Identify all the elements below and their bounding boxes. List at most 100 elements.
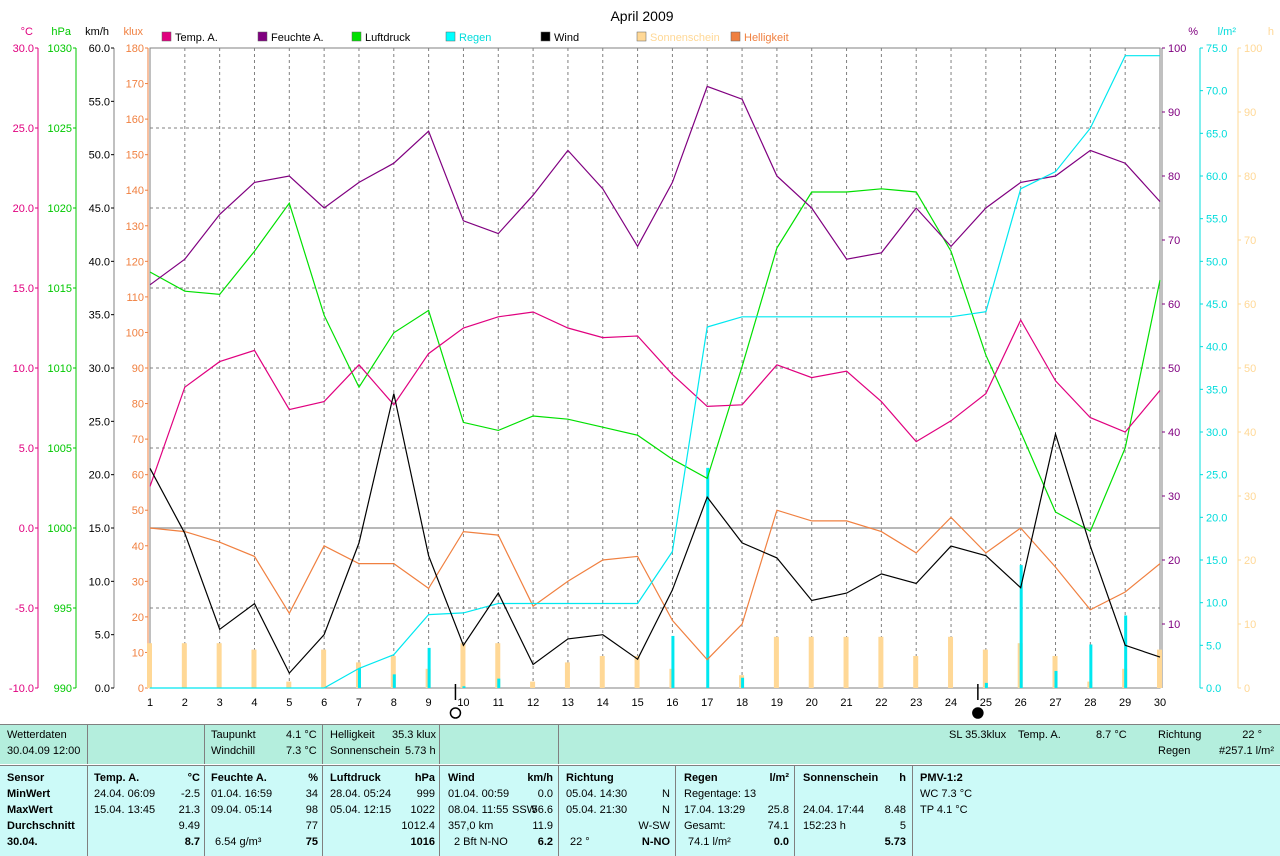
x-tick-label: 21 xyxy=(840,697,852,709)
wind-unit: km/h xyxy=(527,772,553,784)
full-moon-icon xyxy=(449,707,462,719)
sonne-max-time: 24.04. 17:44 xyxy=(803,804,865,816)
regen-unit: l/m² xyxy=(769,772,789,784)
chart-title: April 2009 xyxy=(610,8,673,24)
feuchte-unit: % xyxy=(308,772,318,784)
rain-bar xyxy=(497,678,501,688)
left-axis-tick-label: 160 xyxy=(126,114,144,126)
rain-bar xyxy=(1089,644,1093,688)
feuchte-min-value: 34 xyxy=(305,788,318,800)
temp-max-time: 15.04. 13:45 xyxy=(94,804,156,816)
left-axis-tick-label: 70 xyxy=(132,434,144,446)
sonne-unit: h xyxy=(899,772,906,784)
left-axis-tick-label: 120 xyxy=(126,256,144,268)
rain-bar xyxy=(671,635,675,688)
chart-grid xyxy=(149,47,1161,689)
sonne-head: Sonnenschein xyxy=(803,772,879,784)
sunshine-bar xyxy=(390,656,396,688)
left-axis-tick-label: 0 xyxy=(138,683,144,695)
right-axis-tick-label: 60 xyxy=(1168,299,1180,311)
left-axis-tick-label: 130 xyxy=(126,221,144,233)
luftdruck-unit: hPa xyxy=(414,772,435,784)
right-axis-tick-label: 10 xyxy=(1168,619,1180,631)
x-tick-label: 3 xyxy=(217,697,223,709)
left-axis-tick-label: 990 xyxy=(54,683,72,695)
helligkeit-value: 35.3 klux xyxy=(392,729,437,741)
left-axis-tick-label: 150 xyxy=(126,150,144,162)
left-axis-tick-label: 50 xyxy=(132,505,144,517)
regen-max-value: 25.8 xyxy=(767,804,789,816)
feuchte-min-time: 01.04. 16:59 xyxy=(211,788,273,800)
series-line-regen xyxy=(150,55,1160,689)
series-line-helligkeit xyxy=(149,509,1161,661)
right-axis-tick-label: 50 xyxy=(1244,363,1256,375)
right-axis-tick-label: 15.0 xyxy=(1206,555,1227,567)
left-axis-tick-label: 5.0 xyxy=(19,443,34,455)
sonnenschein-label: Sonnenschein xyxy=(330,745,400,757)
sunshine-bar xyxy=(843,636,849,688)
taupunkt-label: Taupunkt xyxy=(211,729,256,741)
wind-avg: 11.9 xyxy=(532,820,553,832)
left-axis-tick-label: 30.0 xyxy=(13,43,34,55)
sunshine-bar xyxy=(599,656,605,688)
right-axis-tick-label: 30 xyxy=(1168,491,1180,503)
left-axis-tick-label: 35.0 xyxy=(89,310,110,322)
sunshine-bar xyxy=(147,643,152,688)
legend-label: Luftdruck xyxy=(365,32,411,44)
x-axis: 1 2 3 4 5 6 7 8 9 10 11 12 13 14 15 16 17 18 19 20 21 22 23 24 2… xyxy=(147,697,1166,709)
right-axis-tick-label: 40.0 xyxy=(1206,342,1227,354)
axis-unit-label: °C xyxy=(21,26,33,38)
right-axis-tick-label: 30 xyxy=(1244,491,1256,503)
right-axis-tick-label: 90 xyxy=(1244,107,1256,119)
right-axis-tick-label: 0 xyxy=(1244,683,1250,695)
feuchte-max-time: 09.04. 05:14 xyxy=(211,804,273,816)
richtung-value: 22 ° xyxy=(1242,729,1262,741)
left-axis-tick-label: 15.0 xyxy=(89,523,110,535)
left-axis-tick-label: -10.0 xyxy=(9,683,34,695)
luftdruck-min-time: 28.04. 05:24 xyxy=(330,788,392,800)
right-axis-tick-label: 80 xyxy=(1244,171,1256,183)
temp-max-value: 21.3 xyxy=(178,804,200,816)
rain-bar xyxy=(1054,670,1058,688)
left-axis-tick-label: 0.0 xyxy=(19,523,34,535)
right-axis-tick-label: 10.0 xyxy=(1206,598,1227,610)
regen-rain-days: Regentage: 13 xyxy=(684,788,757,800)
left-axis-tick-label: 60.0 xyxy=(89,43,110,55)
temp-min-value: -2.5 xyxy=(181,788,200,800)
left-axis-tick-label: 110 xyxy=(126,292,144,304)
wind-max-direction: SSW xyxy=(512,804,538,816)
right-axis-tick-label: 90 xyxy=(1168,107,1180,119)
series-lines xyxy=(149,55,1161,689)
x-tick-label: 5 xyxy=(286,697,292,709)
x-tick-label: 30 xyxy=(1154,697,1166,709)
pmv-head: PMV-1:2 xyxy=(920,772,963,784)
sonnenschein-value: 5.73 h xyxy=(405,745,436,757)
new-moon-icon xyxy=(972,707,984,719)
rain-bar xyxy=(357,668,361,688)
richtung-current-degrees: 22 ° xyxy=(570,836,590,848)
sunshine-bar xyxy=(460,643,466,688)
wetterdaten-label: Wetterdaten xyxy=(7,729,67,741)
wind-max-time: 08.04. 11:55 xyxy=(448,804,509,816)
axis-unit-label: % xyxy=(1188,26,1198,38)
sonne-sum: 152:23 h xyxy=(803,820,846,832)
rain-bar xyxy=(741,677,745,688)
right-axis-tick-label: 70 xyxy=(1244,235,1256,247)
helligkeit-label: Helligkeit xyxy=(330,729,375,741)
feuchte-avg: 77 xyxy=(305,820,318,832)
left-axis-tick-label: 25.0 xyxy=(89,416,110,428)
left-axis-tick-label: 30.0 xyxy=(89,363,110,375)
axis-unit-label: hPa xyxy=(51,26,71,38)
right-axis-tick-label: 100 xyxy=(1244,43,1262,55)
left-axis-tick-label: 5.0 xyxy=(95,630,110,642)
rain-bar xyxy=(427,647,431,688)
row-label-today: 30.04. xyxy=(7,836,38,848)
left-axis-tick-label: 30 xyxy=(132,576,144,588)
legend-label: Temp. A. xyxy=(175,32,218,44)
x-tick-label: 4 xyxy=(251,697,257,709)
left-axis-tick-label: 10 xyxy=(132,647,144,659)
right-axis-tick-label: 60 xyxy=(1244,299,1256,311)
windchill-label: Windchill xyxy=(211,745,256,757)
x-tick-label: 11 xyxy=(493,697,504,709)
sunshine-bar xyxy=(773,636,779,688)
